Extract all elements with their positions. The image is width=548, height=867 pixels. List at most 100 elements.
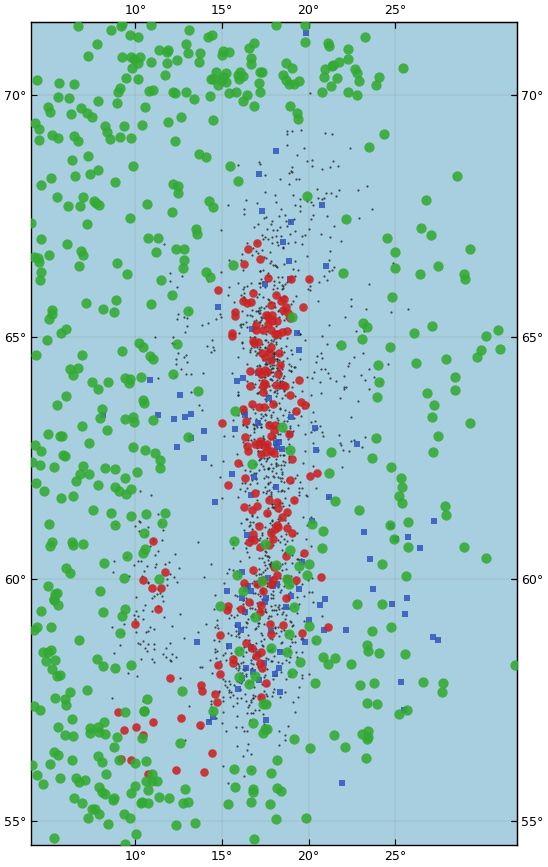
Point (279, 579, 288, 593)
Point (302, 568, 311, 582)
Point (372, 390, 381, 404)
Point (75, 774, 83, 788)
Point (304, 397, 312, 411)
Point (253, 303, 262, 317)
Point (261, 558, 270, 572)
Point (200, 451, 209, 465)
Point (279, 371, 288, 385)
Point (377, 597, 386, 611)
Point (239, 724, 248, 738)
Point (412, 356, 421, 370)
Point (245, 535, 254, 549)
Point (272, 437, 281, 451)
Point (262, 357, 271, 371)
Point (60, 728, 69, 742)
Point (511, 658, 520, 672)
Point (233, 682, 242, 696)
Point (183, 311, 192, 325)
Point (202, 265, 211, 279)
Point (221, 678, 230, 692)
Point (204, 316, 213, 329)
Point (267, 498, 276, 512)
Point (296, 328, 305, 342)
Point (401, 647, 409, 661)
Point (246, 399, 255, 413)
Point (138, 393, 147, 407)
Point (302, 489, 311, 503)
Point (47, 535, 56, 549)
Point (194, 384, 203, 398)
Point (266, 642, 275, 656)
Point (319, 269, 328, 283)
Point (246, 713, 254, 727)
Point (111, 175, 120, 189)
Point (264, 476, 272, 490)
Point (266, 525, 275, 538)
Point (272, 479, 281, 493)
Point (263, 268, 272, 282)
Point (204, 713, 213, 727)
Point (234, 173, 243, 187)
Point (282, 138, 291, 152)
Point (283, 508, 292, 522)
Point (139, 728, 147, 742)
Point (182, 348, 191, 362)
Point (276, 358, 284, 372)
Point (112, 518, 121, 531)
Point (222, 641, 231, 655)
Point (244, 550, 253, 564)
Point (309, 595, 317, 609)
Point (322, 186, 330, 200)
Point (263, 501, 272, 515)
Point (309, 459, 317, 473)
Point (283, 236, 292, 250)
Point (226, 677, 235, 691)
Point (365, 140, 374, 153)
Point (342, 381, 351, 394)
Point (257, 458, 266, 472)
Point (271, 336, 280, 350)
Point (255, 358, 264, 372)
Point (440, 499, 449, 512)
Point (100, 727, 109, 740)
Point (284, 306, 293, 320)
Point (258, 373, 266, 387)
Point (368, 202, 376, 216)
Point (289, 424, 298, 438)
Point (282, 311, 290, 325)
Point (233, 675, 242, 688)
Point (236, 602, 245, 616)
Point (290, 412, 299, 426)
Point (263, 643, 272, 657)
Point (288, 619, 297, 633)
Point (241, 667, 250, 681)
Point (170, 134, 179, 147)
Point (181, 733, 190, 747)
Point (129, 159, 138, 173)
Point (254, 167, 263, 181)
Point (258, 585, 266, 599)
Point (206, 72, 215, 86)
Point (288, 475, 297, 489)
Point (274, 271, 283, 284)
Point (131, 827, 140, 841)
Point (216, 223, 225, 237)
Point (211, 588, 220, 602)
Point (243, 380, 252, 394)
Point (209, 603, 218, 616)
Point (210, 343, 219, 357)
Point (77, 348, 86, 362)
Point (258, 400, 266, 414)
Point (44, 645, 53, 659)
Point (191, 817, 199, 831)
Point (240, 293, 249, 307)
Point (277, 623, 286, 637)
Point (329, 728, 338, 742)
Point (374, 358, 383, 372)
Point (195, 661, 204, 675)
Point (307, 153, 316, 167)
Point (65, 566, 74, 580)
Point (269, 538, 277, 551)
Point (62, 237, 71, 251)
Point (258, 661, 267, 675)
